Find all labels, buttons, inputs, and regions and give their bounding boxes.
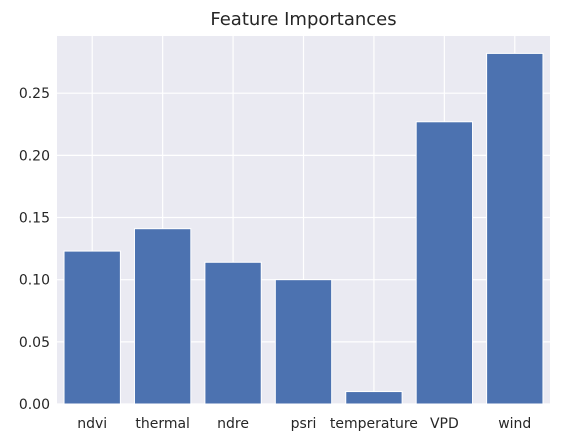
y-tick-label: 0.25 [19, 86, 50, 102]
bar-ndre [204, 261, 262, 405]
chart-title: Feature Importances [210, 9, 396, 30]
bar-ndvi [63, 250, 121, 405]
x-tick-label: ndre [217, 416, 249, 432]
y-tick-label: 0.00 [19, 397, 50, 413]
bar-thermal [133, 228, 192, 405]
x-tick-label: psri [291, 416, 317, 432]
y-tick-label: 0.05 [19, 335, 50, 351]
x-tick-label: thermal [135, 416, 190, 432]
x-tick-label: VPD [430, 416, 459, 432]
bar-psri [274, 279, 333, 405]
bars [63, 52, 544, 405]
bar-temperature [345, 391, 403, 405]
y-axis-ticks: 0.00 0.05 0.10 0.15 0.20 0.25 [19, 86, 50, 413]
y-tick-label: 0.20 [19, 148, 50, 164]
y-tick-label: 0.15 [19, 211, 50, 227]
x-axis-ticks: ndvi thermal ndre psri temperature VPD wind [77, 416, 531, 432]
y-tick-label: 0.10 [19, 273, 50, 289]
bar-wind [486, 52, 544, 405]
bar-VPD [415, 121, 474, 405]
x-tick-label: temperature [330, 416, 418, 432]
x-tick-label: ndvi [77, 416, 107, 432]
x-tick-label: wind [498, 416, 531, 432]
